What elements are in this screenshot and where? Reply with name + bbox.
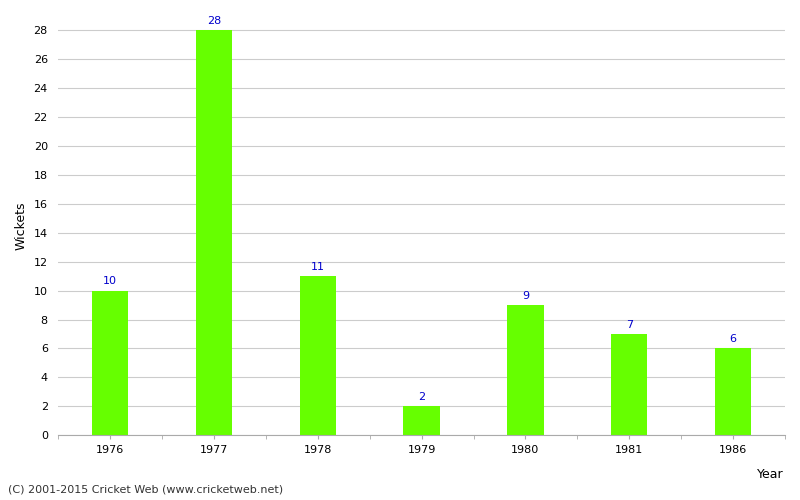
Y-axis label: Wickets: Wickets <box>15 201 28 250</box>
Bar <box>507 305 544 436</box>
Bar <box>403 406 440 436</box>
Bar <box>92 290 128 436</box>
Text: 28: 28 <box>207 16 221 26</box>
Text: (C) 2001-2015 Cricket Web (www.cricketweb.net): (C) 2001-2015 Cricket Web (www.cricketwe… <box>8 485 283 495</box>
Text: 2: 2 <box>418 392 425 402</box>
Bar <box>196 30 232 436</box>
Text: Year: Year <box>758 468 784 480</box>
Bar <box>300 276 336 436</box>
Text: 7: 7 <box>626 320 633 330</box>
Text: 9: 9 <box>522 290 529 300</box>
Bar <box>611 334 647 436</box>
Text: 6: 6 <box>730 334 737 344</box>
Text: 11: 11 <box>310 262 325 272</box>
Bar <box>715 348 751 436</box>
Text: 10: 10 <box>103 276 117 286</box>
